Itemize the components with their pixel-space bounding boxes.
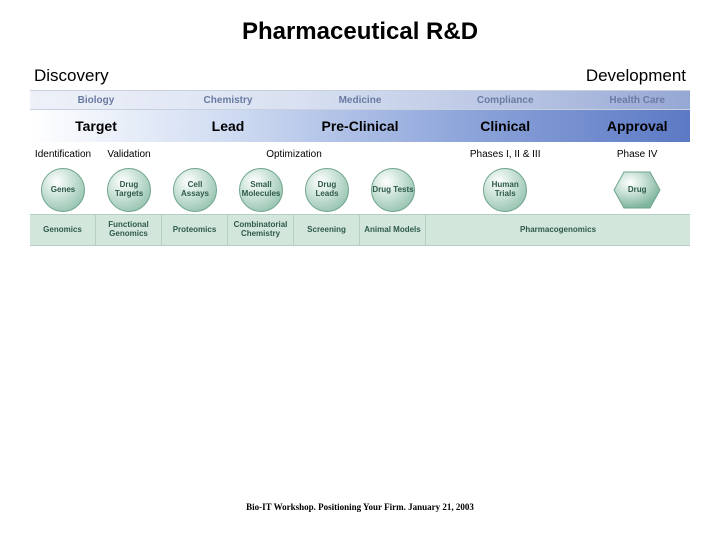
department-label: Biology [30, 91, 162, 109]
node-cell: Drug [584, 166, 690, 214]
pipeline-diagram: Discovery Development BiologyChemistryMe… [30, 66, 690, 246]
discipline-label: Proteomics [162, 215, 228, 245]
stage-label: Target [30, 110, 162, 142]
department-label: Health Care [584, 91, 690, 109]
node-circle: Drug Tests [371, 168, 415, 212]
node-circle: Human Trials [483, 168, 527, 212]
node-hex: Drug [612, 170, 662, 210]
node-label: Drug [612, 170, 662, 210]
department-strip: BiologyChemistryMedicineComplianceHealth… [30, 90, 690, 110]
discipline-label: Pharmacogenomics [426, 215, 690, 245]
substage-row: IdentificationValidationOptimizationPhas… [30, 142, 690, 166]
nodes-row: Genes Drug Targets Cell Assays Small Molecu… [30, 166, 690, 214]
node-cell: Drug Tests [360, 166, 426, 214]
node-cell: Genes [30, 166, 96, 214]
node-circle: Drug Leads [305, 168, 349, 212]
stage-cells: TargetLeadPre-ClinicalClinicalApproval [30, 110, 690, 142]
footer-text: Bio-IT Workshop. Positioning Your Firm. … [0, 502, 720, 512]
phase-row: Discovery Development [30, 66, 690, 90]
discipline-label: Functional Genomics [96, 215, 162, 245]
substage-label: Phase IV [584, 142, 690, 166]
page-title: Pharmaceutical R&D [0, 0, 720, 66]
node-cell: Small Molecules [228, 166, 294, 214]
discipline-label: Genomics [30, 215, 96, 245]
discipline-label: Combinatorial Chemistry [228, 215, 294, 245]
node-cell: Cell Assays [162, 166, 228, 214]
department-label: Compliance [426, 91, 584, 109]
stage-label: Lead [162, 110, 294, 142]
stage-label: Approval [584, 110, 690, 142]
disciplines-strip: GenomicsFunctional GenomicsProteomicsCom… [30, 214, 690, 246]
node-circle: Drug Targets [107, 168, 151, 212]
node-circle: Genes [41, 168, 85, 212]
node-circle: Cell Assays [173, 168, 217, 212]
node-cell: Drug Targets [96, 166, 162, 214]
substage-label: Identification [30, 142, 96, 166]
stage-strip: TargetLeadPre-ClinicalClinicalApproval [30, 110, 690, 142]
substage-label: Optimization [162, 142, 426, 166]
substage-label: Phases I, II & III [426, 142, 584, 166]
phase-development: Development [586, 66, 686, 86]
node-circle: Small Molecules [239, 168, 283, 212]
substage-label: Validation [96, 142, 162, 166]
node-cell: Drug Leads [294, 166, 360, 214]
node-cell: Human Trials [426, 166, 584, 214]
department-label: Medicine [294, 91, 426, 109]
discipline-label: Screening [294, 215, 360, 245]
department-label: Chemistry [162, 91, 294, 109]
phase-discovery: Discovery [34, 66, 109, 86]
discipline-label: Animal Models [360, 215, 426, 245]
stage-label: Pre-Clinical [294, 110, 426, 142]
stage-label: Clinical [426, 110, 584, 142]
